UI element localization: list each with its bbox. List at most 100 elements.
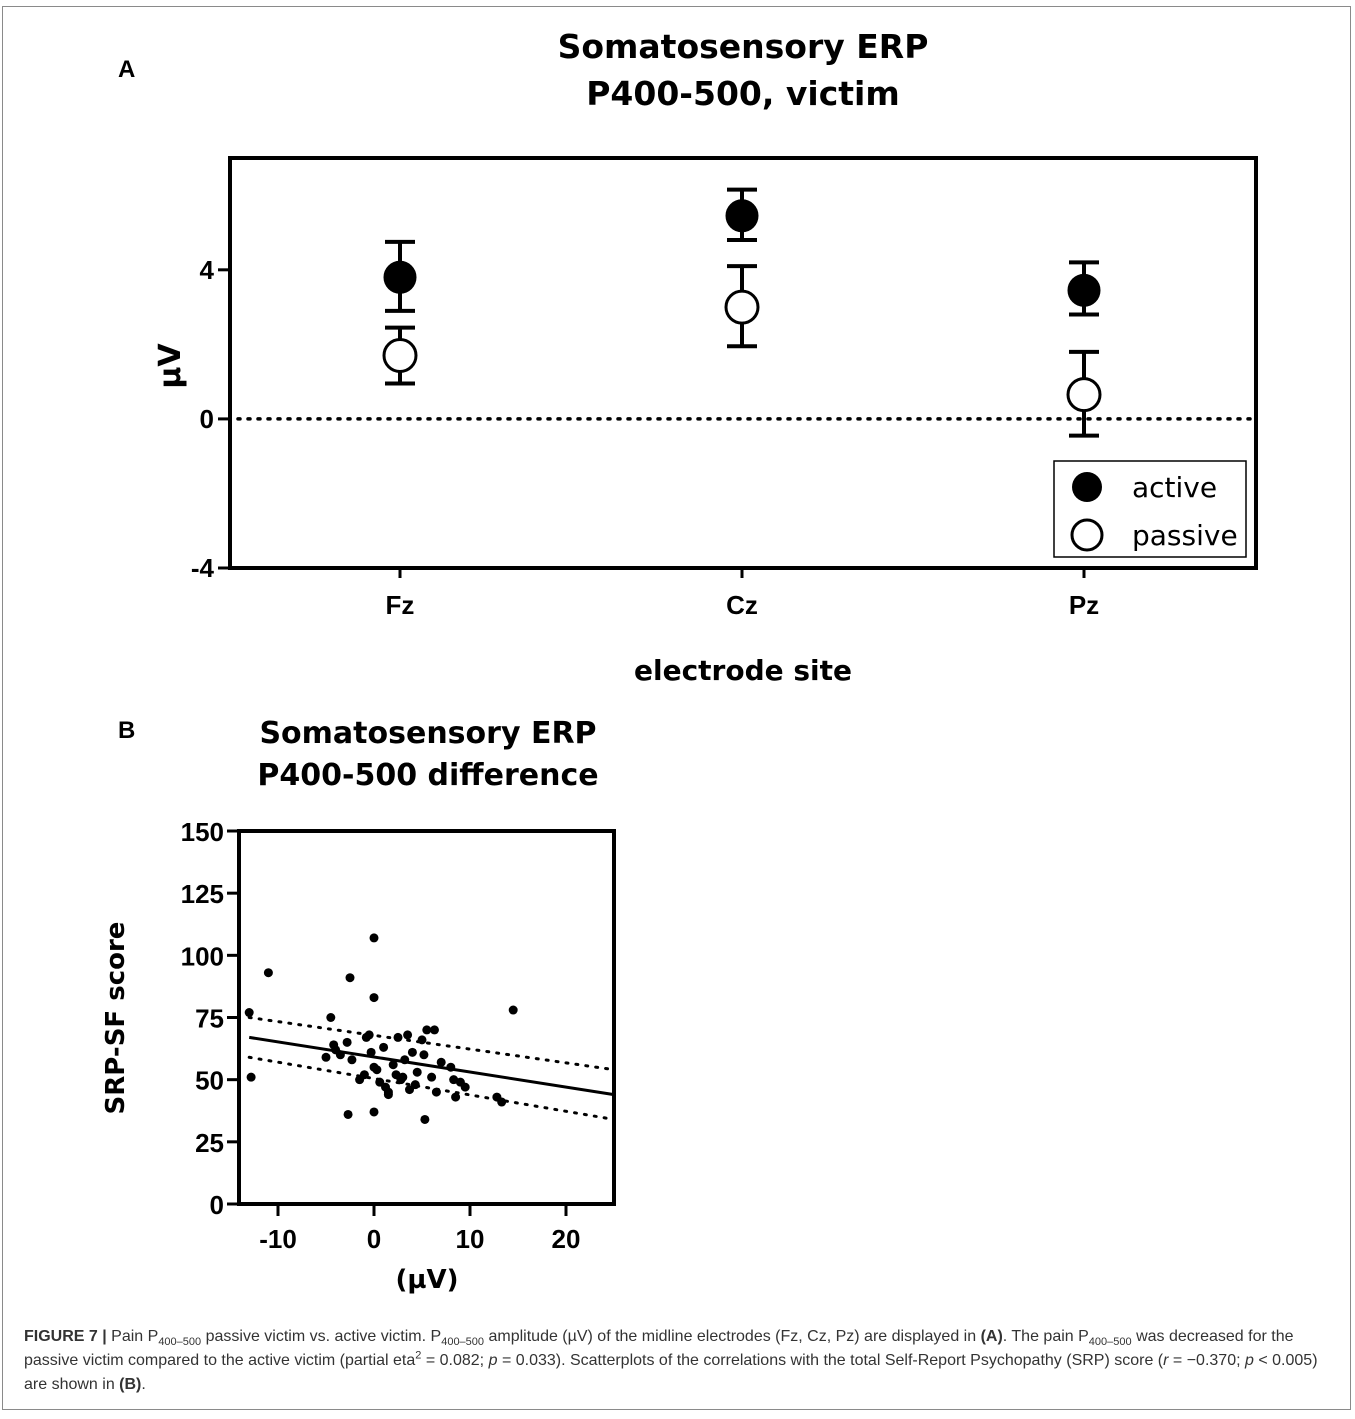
y-tick-label: 25 [195,1128,224,1158]
scatter-point [427,1072,437,1082]
panel-b-title-line-2: P400-500 difference [257,758,598,793]
panel-b-chart: B Somatosensory ERP P400-500 difference … [101,716,616,1295]
panel-b-y-axis-ticks: 0 25 50 75 100 125 150 [181,817,239,1220]
caption-superscript: 2 [415,1349,422,1362]
x-tick-label: Fz [386,590,415,620]
legend-active-marker [1072,472,1102,502]
panel-b-y-axis-label: SRP-SF score [101,922,131,1115]
point-active [383,260,417,294]
caption-text: = −0.370; [1172,1352,1241,1369]
legend-active-label: active [1132,471,1217,504]
caption-text: . [141,1376,146,1393]
scatter-point [396,1075,406,1085]
point-passive [382,338,418,374]
scatter-point [321,1052,331,1062]
caption-text: Pain P [111,1328,159,1345]
panel-a-x-axis-label: electrode site [634,654,852,687]
scatter-point [263,968,273,978]
scatter-point [451,1092,461,1102]
scatter-point [343,1109,353,1119]
panel-b-x-axis-ticks: -10 0 10 20 [259,1204,580,1254]
scatter-point [420,1114,430,1124]
panel-b-data-points [244,933,518,1124]
y-tick-label: 100 [181,941,224,971]
caption-subscript: 400–500 [158,1336,202,1349]
figure-frame [2,6,1351,1410]
scatter-point [388,1060,398,1070]
caption-subscript: 400–500 [441,1336,485,1349]
scatter-point [417,1035,427,1045]
scatter-point [366,1047,376,1057]
panel-b-label: B [118,717,135,744]
x-tick-label: 0 [367,1224,381,1254]
scatter-point [412,1067,422,1077]
point-active [725,199,759,233]
regression-line [248,1035,615,1097]
scatter-point [460,1082,470,1092]
panel-a-label: A [118,56,135,83]
caption-text: amplitude (µV) of the midline electrodes… [488,1328,977,1345]
scatter-point [345,973,355,983]
caption-italic: r [1163,1352,1169,1369]
caption-text: < 0.005) are shown in [24,1352,1318,1393]
x-tick-label: 20 [552,1224,581,1254]
scatter-point [403,1030,413,1040]
scatter-point [359,1070,369,1080]
scatter-point [508,1005,518,1015]
caption-panel-ref-a: (A) [980,1328,1003,1345]
panel-b-fit-lines [247,1016,616,1121]
scatter-point [419,1050,429,1060]
caption-figure-label: FIGURE 7 | [24,1328,107,1345]
point-active [1067,273,1101,307]
scatter-point [372,1065,382,1075]
panel-b-x-axis-label: (µV) [395,1265,458,1295]
y-tick-label: 0 [200,404,214,434]
scatter-point [244,1008,254,1018]
scatter-point [393,1032,403,1042]
scatter-point [407,1047,417,1057]
panel-a-legend: active passive [1053,460,1247,558]
scatter-point [326,1013,336,1022]
panel-a-y-axis-ticks: -4 0 4 [191,255,230,583]
y-tick-label: 50 [195,1066,224,1096]
caption-panel-ref-b: (B) [119,1376,142,1393]
panel-a-title-line-1: Somatosensory ERP [558,27,929,66]
point-passive [724,289,760,325]
scatter-point [379,1042,389,1052]
panel-a-x-axis-ticks: Fz Cz Pz [386,568,1099,620]
scatter-point [431,1087,441,1097]
point-passive [1066,377,1102,413]
scatter-point [446,1062,456,1072]
y-tick-label: 75 [195,1004,224,1034]
caption-subscript: 400–500 [1088,1336,1132,1349]
legend-passive-marker [1070,518,1104,552]
x-tick-label: Pz [1069,590,1099,620]
y-tick-label: -4 [191,553,215,583]
scatter-point [497,1097,507,1107]
scatter-point [342,1037,352,1047]
caption-italic: p [1245,1352,1254,1369]
figure-caption: FIGURE 7 | Pain P400–500 passive victim … [24,1325,1324,1397]
x-tick-label: 10 [456,1224,485,1254]
caption-text: was decreased for the passive victim com… [24,1328,1294,1369]
scatter-point [383,1087,393,1097]
y-tick-label: 125 [181,879,224,909]
caption-text: = 0.082; [425,1352,485,1369]
x-tick-label: -10 [259,1224,297,1254]
caption-text: = 0.033). Scatterplots of the correlatio… [501,1352,1164,1369]
caption-text: passive victim vs. active victim. P [205,1328,442,1345]
panel-a-y-axis-label: µV [153,343,188,389]
scatter-point [369,933,379,943]
scatter-point [246,1072,256,1082]
scatter-point [400,1055,410,1065]
scatter-point [369,1107,379,1117]
scatter-point [410,1080,420,1090]
y-tick-label: 150 [181,817,224,847]
y-tick-label: 4 [200,255,215,285]
confidence-band-upper [247,1016,616,1072]
scatter-point [436,1057,446,1067]
panel-a-title-line-2: P400-500, victim [586,74,900,113]
scatter-point [422,1025,432,1035]
caption-italic: p [488,1352,498,1369]
